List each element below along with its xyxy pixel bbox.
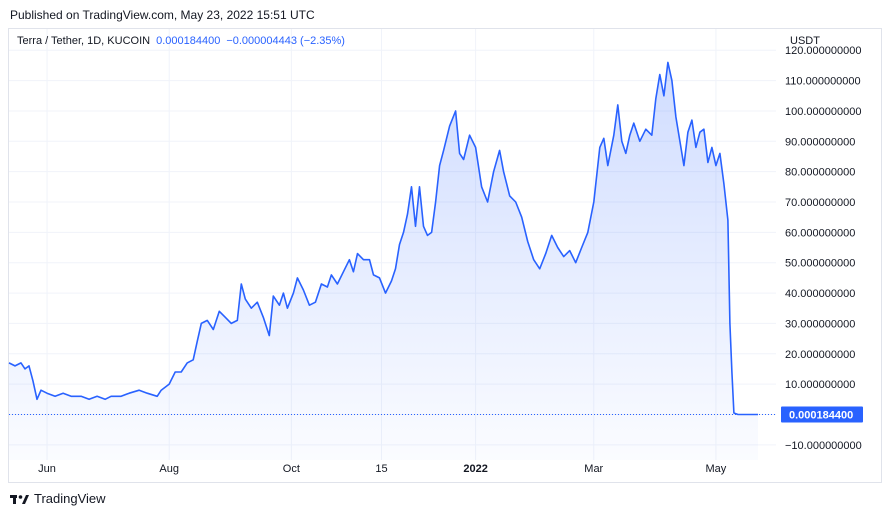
price-area	[9, 62, 758, 461]
y-tick-label: −10.000000000	[785, 440, 862, 452]
x-axis: Jun Aug Oct 15 2022 Mar May	[38, 463, 727, 475]
y-tick-label: 60.000000000	[785, 227, 855, 239]
chart-frame	[8, 28, 882, 483]
x-tick-label: Oct	[283, 463, 300, 475]
symbol-label: Terra / Tether, 1D, KUCOIN	[17, 35, 151, 47]
y-tick-label: 80.000000000	[785, 167, 855, 179]
y-tick-label: 100.000000000	[785, 106, 861, 118]
y-tick-label: 10.000000000	[785, 379, 855, 391]
x-tick-label: May	[706, 463, 727, 475]
price-line	[8, 61, 758, 416]
price-badge-box	[781, 406, 863, 423]
y-tick-label: 20.000000000	[785, 349, 855, 361]
last-value: 0.000184400	[156, 35, 221, 47]
published-caption: Published on TradingView.com, May 23, 20…	[10, 8, 315, 22]
y-tick-label: 50.000000000	[785, 258, 855, 270]
footer-brand: TradingView	[34, 491, 106, 506]
x-tick-label: Mar	[584, 463, 603, 475]
x-tick-label: Jun	[38, 463, 56, 475]
y-tick-label: 90.000000000	[785, 136, 855, 148]
y-tick-label: 120.000000000	[785, 45, 861, 57]
change-value: −0.000004443 (−2.35%)	[226, 35, 345, 47]
tradingview-logo-icon	[10, 494, 29, 504]
y-tick-label: 70.000000000	[785, 197, 855, 209]
x-tick-label: 15	[375, 463, 387, 475]
x-tick-label: Aug	[159, 463, 179, 475]
axis-unit: USDT	[790, 35, 820, 47]
chart-legend: Terra / Tether, 1D, KUCOIN 0.000184400 −0.…	[17, 35, 345, 47]
x-tick-label: 2022	[463, 463, 487, 475]
y-tick-label: 40.000000000	[785, 288, 855, 300]
price-badge-label: 0.000184400	[789, 409, 853, 421]
footer[interactable]: TradingView	[10, 491, 106, 506]
y-axis: −10.000000000 10.000000000 20.000000000 30.…	[785, 45, 862, 452]
y-tick-label: 110.000000000	[785, 76, 861, 88]
last-price-badge: 0.000184400	[781, 406, 863, 423]
y-tick-label: 30.000000000	[785, 318, 855, 330]
